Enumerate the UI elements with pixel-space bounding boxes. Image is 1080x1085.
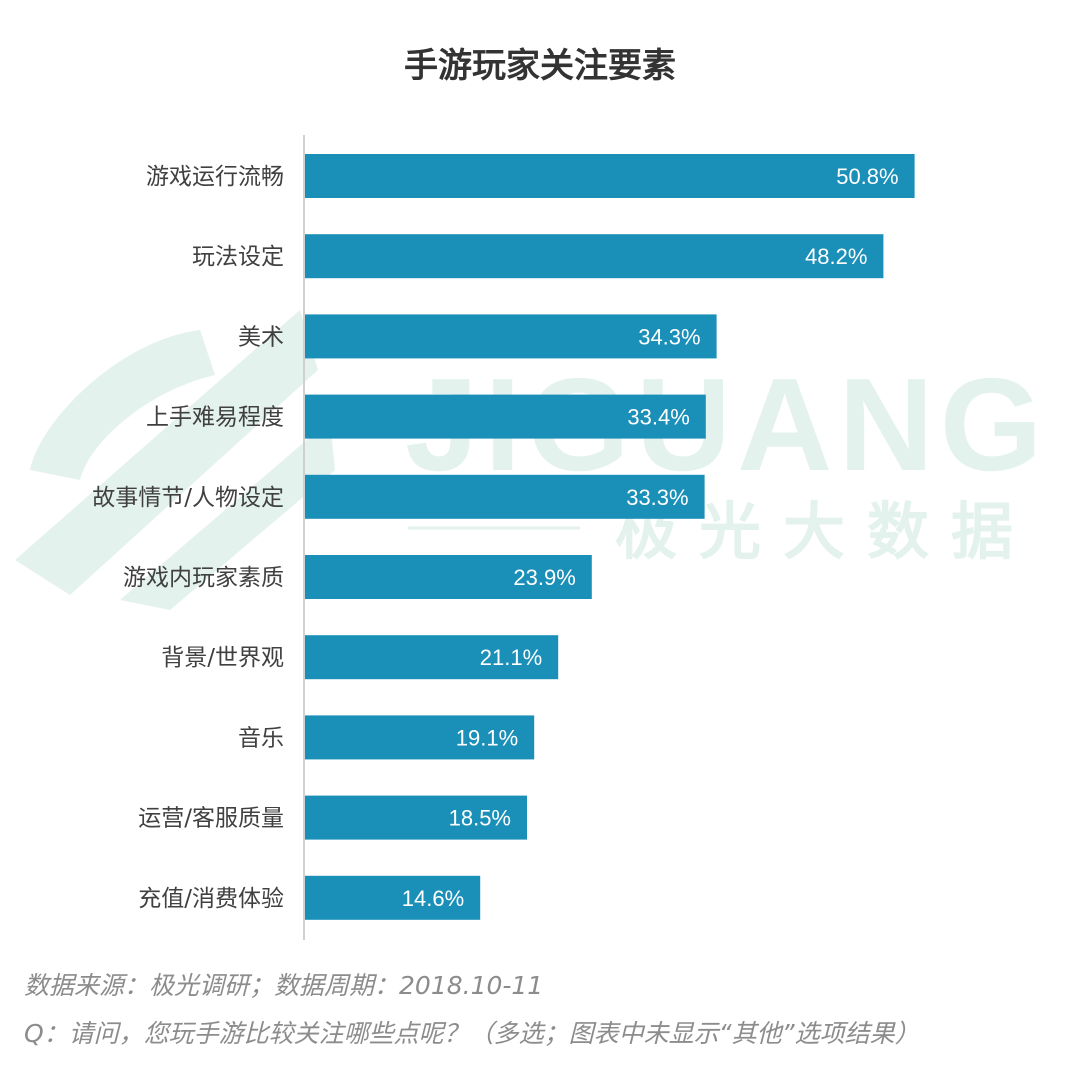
value-label: 33.3%	[626, 485, 688, 510]
bar	[305, 875, 481, 920]
category-label: 游戏运行流畅	[146, 164, 284, 190]
bar	[305, 394, 706, 439]
value-label: 34.3%	[638, 324, 700, 349]
category-label: 上手难易程度	[146, 405, 284, 431]
bar	[305, 474, 705, 519]
value-label: 21.1%	[480, 645, 542, 670]
value-label: 50.8%	[836, 164, 898, 189]
category-label: 游戏内玩家素质	[123, 565, 284, 591]
footer-question: Q：请问，您玩手游比较关注哪些点呢？（多选；图表中未显示“其他”选项结果）	[24, 1019, 920, 1048]
bar	[305, 715, 535, 760]
category-label: 故事情节/人物设定	[92, 485, 284, 511]
value-label: 48.2%	[805, 244, 867, 269]
bar	[305, 555, 592, 599]
jiguang-logo-icon	[15, 310, 335, 610]
category-label: 美术	[238, 324, 284, 350]
category-label: 音乐	[238, 725, 284, 751]
value-label: 33.4%	[627, 405, 689, 430]
value-label: 19.1%	[456, 725, 518, 750]
value-label: 23.9%	[513, 565, 575, 590]
value-label: 14.6%	[402, 886, 464, 911]
category-label: 运营/客服质量	[138, 806, 284, 832]
bar	[305, 234, 884, 279]
category-label: 玩法设定	[192, 244, 284, 270]
chart-title: 手游玩家关注要素	[404, 46, 676, 86]
category-label: 充值/消费体验	[138, 886, 284, 912]
bars-group: 游戏运行流畅 50.8% 玩法设定 48.2% 美术 34.3% 上手难易程度 33.4% 故事…	[92, 154, 915, 920]
bar	[305, 795, 527, 840]
bar	[305, 314, 717, 359]
bar	[305, 154, 915, 198]
category-label: 背景/世界观	[161, 645, 284, 671]
footer-source: 数据来源：极光调研；数据周期：2018.10-11	[24, 971, 544, 1000]
bar	[305, 635, 559, 680]
value-label: 18.5%	[449, 806, 511, 831]
